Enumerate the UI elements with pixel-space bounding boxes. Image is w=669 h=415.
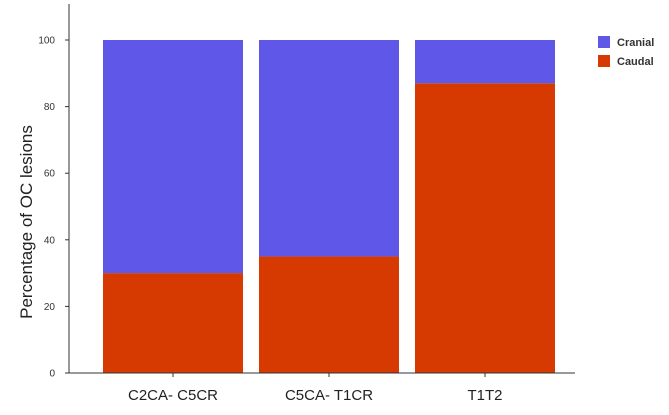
bar-caudal-1 <box>259 256 399 373</box>
y-axis-ticks: 0 20 40 60 80 100 <box>38 36 69 380</box>
y-tick-label: 100 <box>38 36 55 47</box>
bar-cranial-2 <box>415 40 555 84</box>
x-category-label: C5CA- T1CR <box>285 387 373 404</box>
legend-swatch-cranial <box>598 36 610 48</box>
bar-cranial-1 <box>259 40 399 257</box>
y-tick-label: 80 <box>44 102 56 113</box>
legend: Cranial Caudal <box>598 36 654 68</box>
y-axis-title: Percentage of OC lesions <box>17 125 36 319</box>
bar-caudal-0 <box>103 273 243 373</box>
bar-caudal-2 <box>415 83 555 373</box>
bar-cranial-0 <box>103 40 243 274</box>
y-tick-label: 20 <box>44 302 56 313</box>
x-category-label: T1T2 <box>467 387 502 404</box>
y-tick-label: 0 <box>49 369 55 380</box>
legend-label-cranial: Cranial <box>617 37 654 49</box>
legend-label-caudal: Caudal <box>617 56 654 68</box>
y-tick-label: 40 <box>44 235 56 246</box>
y-tick-label: 60 <box>44 169 56 180</box>
plot-area <box>103 40 555 373</box>
legend-swatch-caudal <box>598 55 610 67</box>
x-category-label: C2CA- C5CR <box>128 387 218 404</box>
x-axis-ticks: C2CA- C5CR C5CA- T1CR T1T2 <box>128 373 503 404</box>
